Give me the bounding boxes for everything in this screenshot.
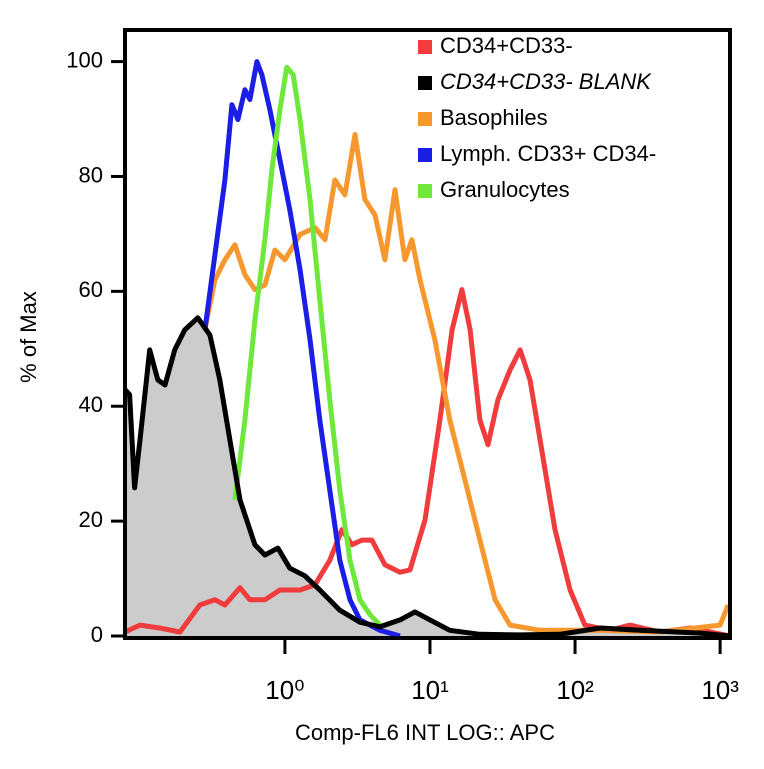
x-tick-label: 10⁰ [265,675,304,705]
x-axis-title: Comp-FL6 INT LOG:: APC [295,720,555,745]
y-tick-label: 100 [66,47,103,72]
x-tick-label: 10¹ [411,675,449,705]
legend-swatch [418,76,432,90]
legend-label: Lymph. CD33+ CD34- [440,141,656,166]
area [125,317,730,636]
legend-swatch [418,112,432,126]
legend-label: CD34+CD33- BLANK [440,69,652,94]
legend-swatch [418,148,432,162]
y-tick-label: 20 [79,507,103,532]
y-tick-label: 0 [91,622,103,647]
x-tick-label: 10³ [701,675,739,705]
line [232,64,382,627]
y-tick-label: 60 [79,277,103,302]
legend-label: Basophiles [440,105,548,130]
y-axis-title: % of Max [16,291,41,383]
line [123,315,731,639]
x-tick-label: 10² [556,675,594,705]
legend-label: Granulocytes [440,177,570,202]
legend-swatch [418,40,432,54]
line [123,287,731,639]
y-tick-label: 40 [79,392,103,417]
legend-label: CD34+CD33- [440,33,573,58]
plot-frame [123,28,732,640]
legend-swatch [418,184,432,198]
y-tick-label: 80 [79,162,103,187]
line [202,59,401,639]
